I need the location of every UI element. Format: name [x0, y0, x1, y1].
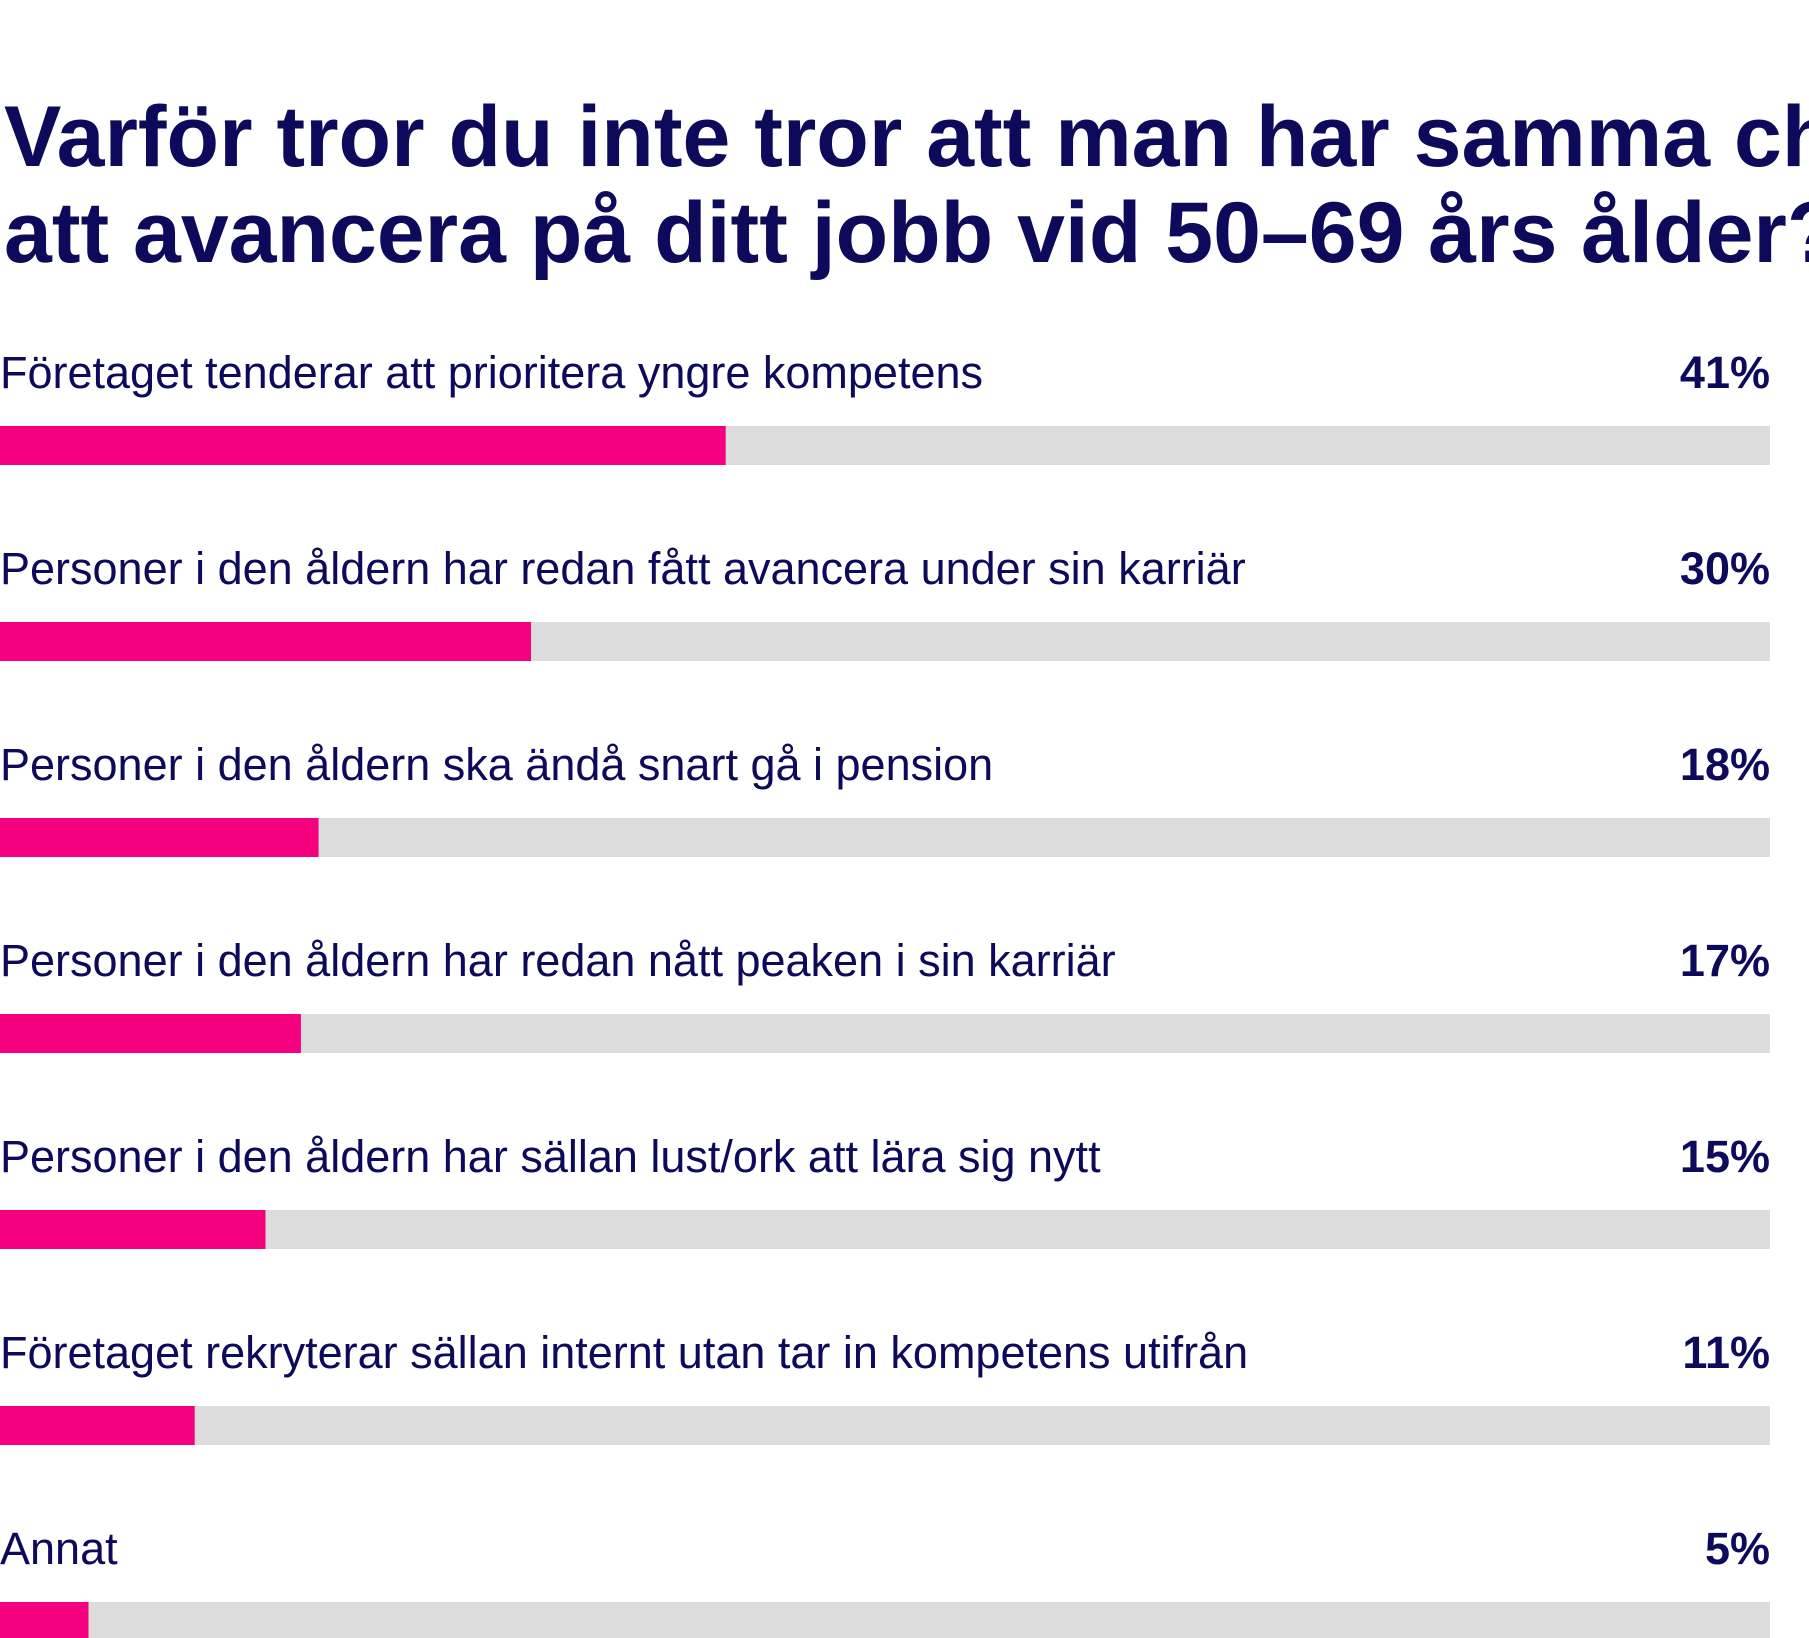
- value-label: 11%: [1682, 1327, 1770, 1378]
- category-label: Personer i den åldern har sällan lust/or…: [0, 1131, 1101, 1182]
- category-label: Personer i den åldern har redan nått pea…: [0, 935, 1116, 986]
- bar: [0, 1014, 301, 1053]
- bar: [0, 1602, 89, 1638]
- bar-rows: Företaget tenderar att prioritera yngre …: [0, 347, 1770, 1638]
- bar-track: [0, 1602, 1770, 1638]
- value-label: 18%: [1680, 739, 1770, 790]
- bar: [0, 1210, 266, 1249]
- value-label: 30%: [1680, 543, 1770, 594]
- value-label: 41%: [1680, 347, 1770, 398]
- category-label: Personer i den åldern har redan fått ava…: [0, 543, 1246, 594]
- chart-title-line-1: Varför tror du inte tror att man har sam…: [4, 89, 1809, 185]
- category-label: Företaget tenderar att prioritera yngre …: [0, 347, 983, 398]
- bar: [0, 1406, 195, 1445]
- category-label: Företaget rekryterar sällan internt utan…: [0, 1327, 1248, 1378]
- bar-track: [0, 1210, 1770, 1249]
- category-label: Personer i den åldern ska ändå snart gå …: [0, 739, 993, 790]
- chart-title-line-2: att avancera på ditt jobb vid 50–69 års …: [4, 185, 1809, 281]
- value-label: 15%: [1680, 1131, 1770, 1182]
- value-label: 17%: [1680, 935, 1770, 986]
- category-label: Annat: [0, 1523, 118, 1574]
- bar: [0, 818, 319, 857]
- bar: [0, 426, 726, 465]
- bar: [0, 622, 531, 661]
- value-label: 5%: [1705, 1523, 1770, 1574]
- bar-track: [0, 1406, 1770, 1445]
